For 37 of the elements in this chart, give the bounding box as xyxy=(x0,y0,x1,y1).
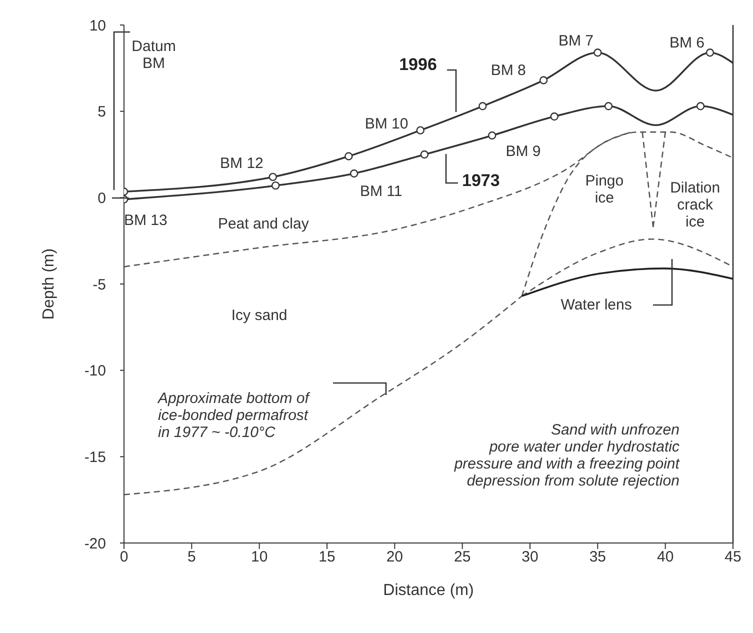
annotation: BM 8 xyxy=(490,62,526,79)
annotation: BM 9 xyxy=(506,143,541,160)
x-tick-label: 15 xyxy=(318,548,336,566)
series-label: 1973 xyxy=(462,171,500,190)
annotation: Icy sand xyxy=(231,307,288,324)
annotation: BM 13 xyxy=(124,212,168,230)
x-tick-label: 10 xyxy=(250,548,268,566)
annotation: Sand with unfrozen pore water under hydrostatic pressure and with a freezing point depression from solute rejection xyxy=(453,421,680,490)
y-tick-label: 0 xyxy=(98,190,106,207)
x-axis-title: Distance (m) xyxy=(383,582,474,599)
annotation: BM 7 xyxy=(558,32,594,50)
y-tick-label: -15 xyxy=(84,448,106,466)
text: 1996 xyxy=(399,55,437,74)
annotation: BM 10 xyxy=(364,115,408,132)
y-tick-label: 5 xyxy=(98,104,106,121)
x-tick-label: 20 xyxy=(386,548,404,566)
annotation: Water lens xyxy=(560,296,632,314)
annotation: BM 11 xyxy=(360,182,402,200)
annotation: BM 6 xyxy=(669,34,704,52)
x-tick-label: 0 xyxy=(120,548,128,566)
y-tick-label: -20 xyxy=(84,535,106,552)
x-tick-label: 40 xyxy=(656,548,674,566)
annotation: Peat and clay xyxy=(218,216,310,233)
annotation: BM 12 xyxy=(220,155,264,172)
x-tick-label: 25 xyxy=(454,548,471,566)
y-tick-label: -5 xyxy=(92,276,106,294)
x-tick-label: 35 xyxy=(589,548,606,566)
y-tick-label: 10 xyxy=(89,17,106,34)
annotation: Pingo ice xyxy=(585,172,624,207)
annotation: Approximate bottom of ice-bonded permafrost in 1977 ~ -0.10°C xyxy=(157,390,311,442)
annotation: Datum BM xyxy=(132,38,176,72)
x-tick-label: 30 xyxy=(522,548,538,566)
annotation: Dilation crack ice xyxy=(670,180,720,231)
y-axis-title: Depth (m) xyxy=(40,248,58,320)
x-tick-label: 45 xyxy=(724,548,742,566)
x-tick-label: 5 xyxy=(187,548,196,566)
y-tick-label: -10 xyxy=(84,362,106,380)
